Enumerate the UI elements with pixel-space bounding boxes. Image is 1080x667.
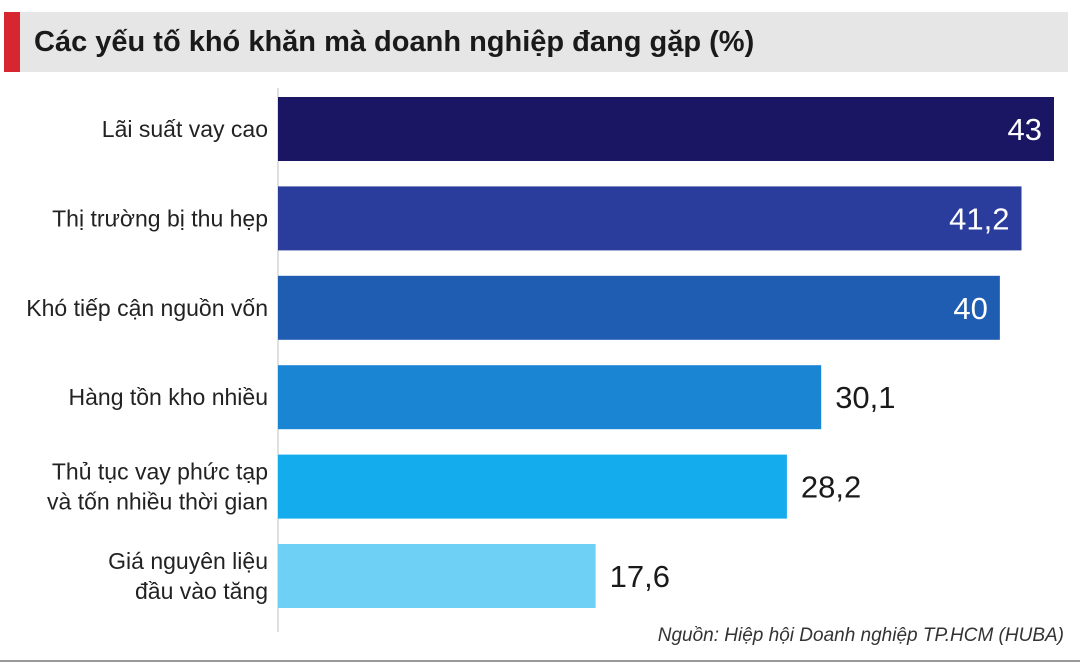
- category-label-1: Lãi suất vay cao: [102, 116, 268, 142]
- bar-5: [278, 454, 787, 519]
- category-label-line: Khó tiếp cận nguồn vốn: [26, 295, 268, 321]
- bar-4: [278, 365, 822, 430]
- bottom-rule: [0, 660, 1080, 662]
- category-label-line: Giá nguyên liệu: [108, 548, 268, 574]
- source-note: Nguồn: Hiệp hội Doanh nghiệp TP.HCM (HUB…: [657, 625, 1064, 646]
- category-label-6: Giá nguyên liệu đầu vào tăng: [108, 548, 268, 604]
- bar-1: [278, 97, 1054, 161]
- bar-value-label-5: 28,2: [801, 470, 861, 505]
- title-bar: Các yếu tố khó khăn mà doanh nghiệp đang…: [4, 12, 1068, 72]
- category-label-line: đầu vào tăng: [135, 578, 268, 604]
- bar-value-label-1: 43: [1008, 112, 1042, 147]
- bar-value-label-3: 40: [953, 291, 987, 326]
- bar-2: [278, 186, 1022, 251]
- category-label-4: Hàng tồn kho nhiều: [69, 384, 269, 410]
- category-label-line: Thị trường bị thu hẹp: [52, 205, 268, 231]
- bar-6: [278, 544, 596, 608]
- bar-3: [278, 275, 1000, 340]
- chart-title: Các yếu tố khó khăn mà doanh nghiệp đang…: [34, 26, 755, 58]
- category-label-3: Khó tiếp cận nguồn vốn: [26, 295, 268, 321]
- category-label-line: Thủ tục vay phức tạp: [52, 459, 268, 485]
- category-label-line: Hàng tồn kho nhiều: [69, 384, 269, 410]
- title-accent-stripe: [4, 12, 20, 72]
- bar-value-label-2: 41,2: [949, 201, 1009, 236]
- category-label-2: Thị trường bị thu hẹp: [52, 205, 268, 231]
- bar-value-label-4: 30,1: [835, 380, 895, 415]
- bar-value-label-6: 17,6: [610, 559, 670, 594]
- category-label-5: Thủ tục vay phức tạp và tốn nhiều thời gi…: [47, 459, 268, 515]
- bars-layer: 43 Lãi suất vay cao 41,2 Thị trường bị thu …: [26, 97, 1054, 608]
- category-label-line: và tốn nhiều thời gian: [47, 489, 268, 515]
- category-label-line: Lãi suất vay cao: [102, 116, 268, 142]
